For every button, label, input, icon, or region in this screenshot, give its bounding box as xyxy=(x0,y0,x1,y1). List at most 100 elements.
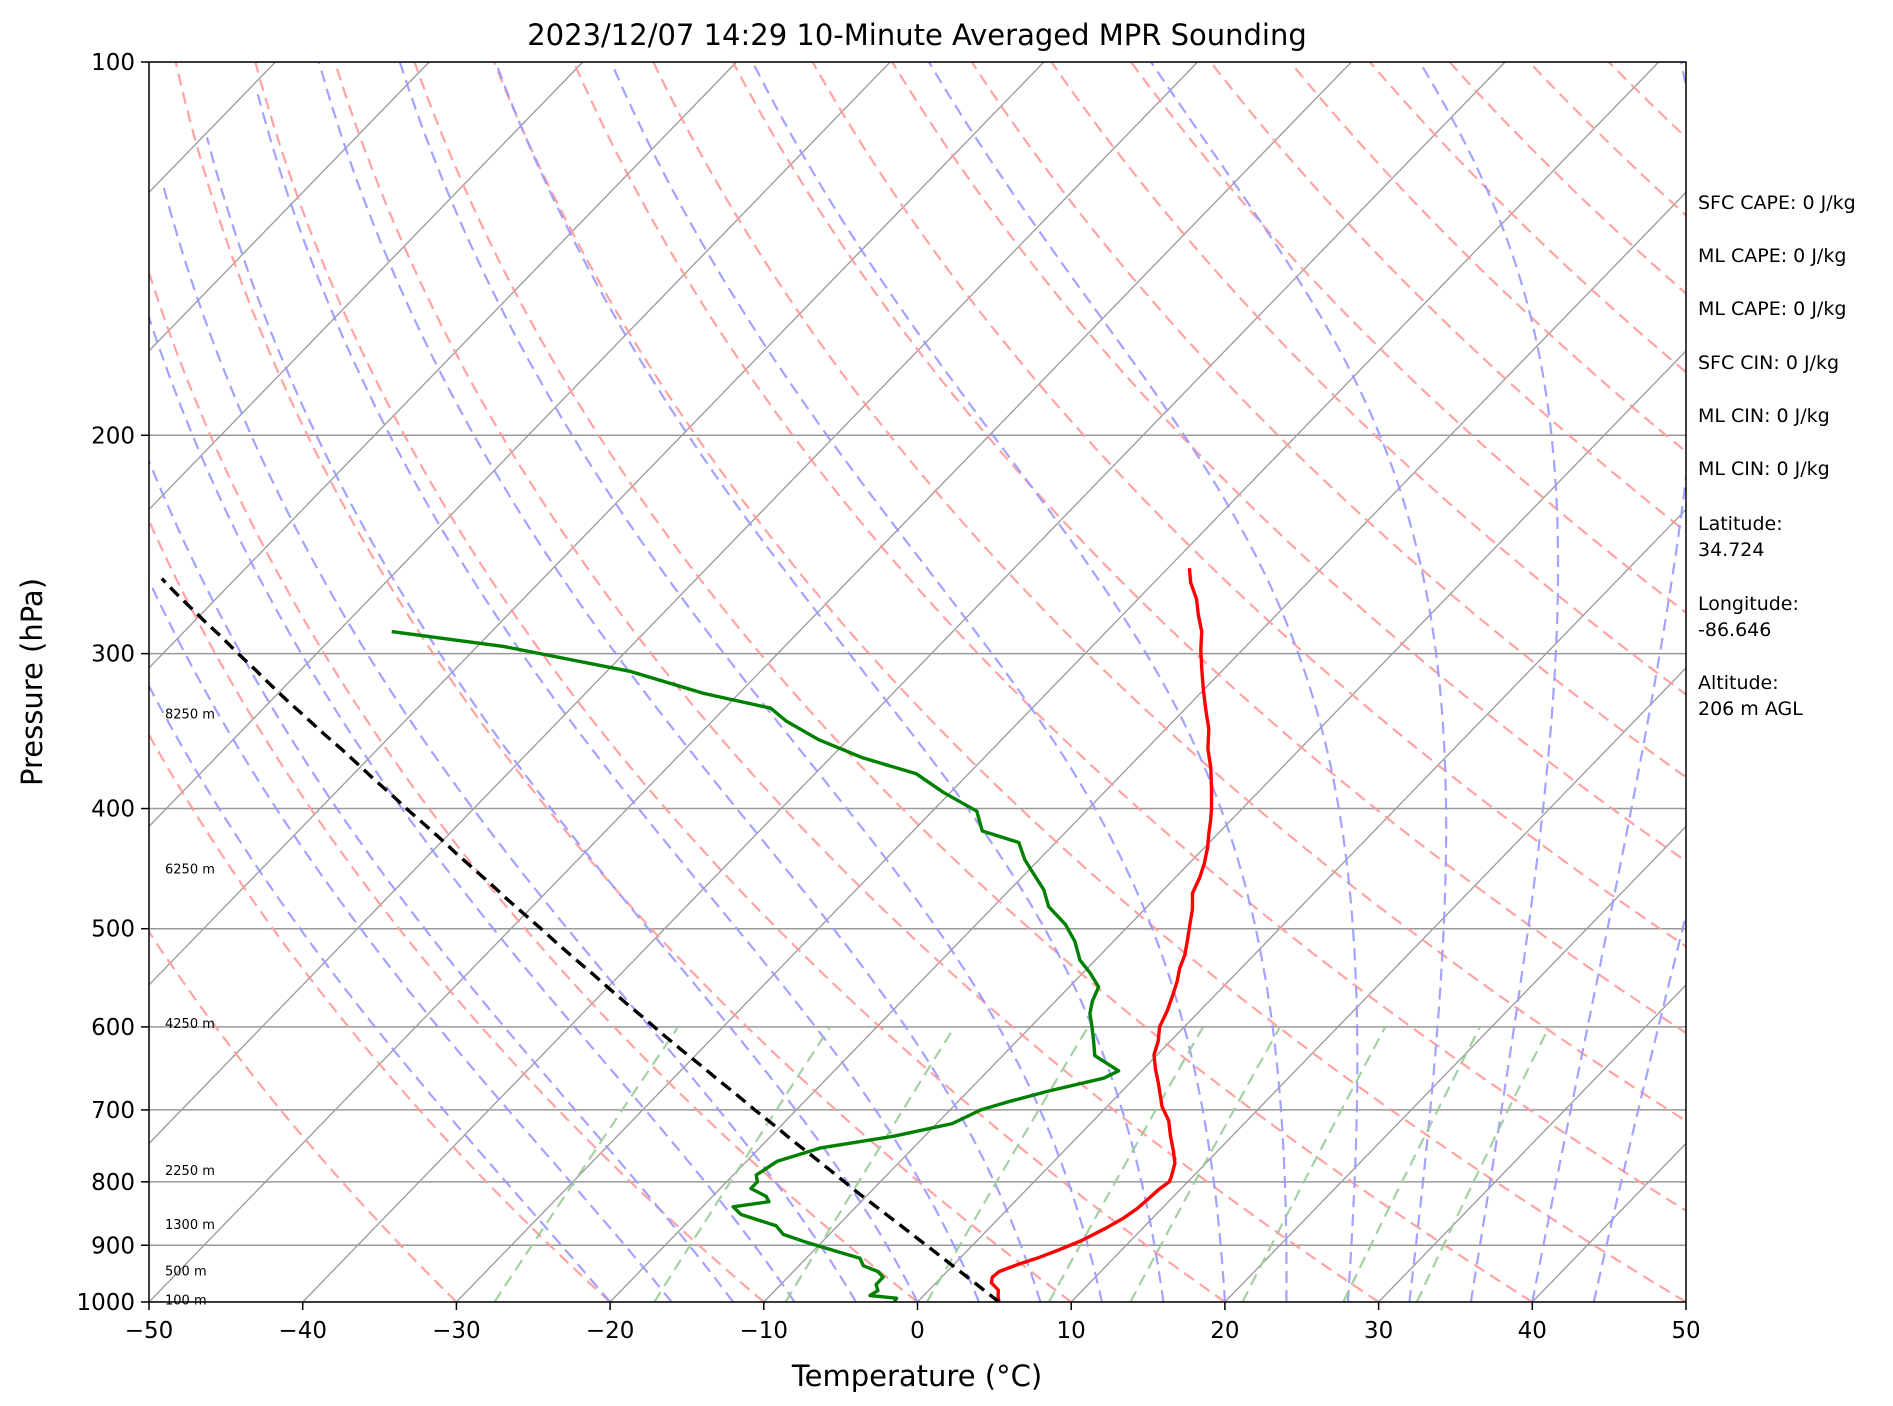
y-tick-label: 200 xyxy=(91,423,135,449)
x-tick-label: 30 xyxy=(1364,1318,1393,1344)
ml-cin-text: ML CIN: 0 J/kg xyxy=(1698,405,1830,427)
height-marker-label: 100 m xyxy=(165,1293,207,1308)
y-tick-label: 800 xyxy=(91,1170,135,1196)
moist-adiabat-line xyxy=(1150,62,1448,1302)
x-tick-label: −20 xyxy=(586,1318,635,1344)
moist-adiabat-line xyxy=(255,88,981,1302)
plot-frame xyxy=(148,61,1687,1303)
x-tick-label: 40 xyxy=(1518,1318,1547,1344)
latitude-value: 34.724 xyxy=(1698,539,1764,561)
altitude-value: 206 m AGL xyxy=(1698,698,1803,720)
dry-adiabat-line xyxy=(149,732,611,1302)
y-tick-label: 400 xyxy=(91,797,135,823)
side-panel: SFC CAPE: 0 J/kg ML CAPE: 0 J/kg ML CAPE… xyxy=(1698,192,1856,720)
height-marker-label: 2250 m xyxy=(165,1164,215,1179)
isotherm-line xyxy=(1070,666,1686,1302)
moist-adiabat-line xyxy=(149,313,796,1302)
ml-cin-text-2: ML CIN: 0 J/kg xyxy=(1698,458,1830,480)
x-tick-label: 20 xyxy=(1210,1318,1239,1344)
isotherm-line xyxy=(455,62,1660,1302)
isotherm-line xyxy=(149,62,891,828)
y-tick-label: 500 xyxy=(91,917,135,943)
dry-adiabat-line xyxy=(333,62,1380,1302)
dry-adiabat-line xyxy=(891,62,1686,863)
isotherm-line xyxy=(149,62,737,669)
moist-adiabat-line xyxy=(149,578,673,1302)
isotherm-line xyxy=(149,62,1352,1302)
altitude-label: Altitude: xyxy=(1698,672,1779,694)
mixing-ratio-line xyxy=(1342,1026,1481,1302)
dry-adiabat-line xyxy=(493,62,1686,1302)
mixing-ratio-line xyxy=(653,1026,831,1302)
dry-adiabat-line xyxy=(1848,62,1893,1302)
dry-adiabat-line xyxy=(732,62,1686,1035)
isotherm-line xyxy=(149,62,430,352)
ml-cape-text-2: ML CAPE: 0 J/kg xyxy=(1698,298,1846,320)
moist-adiabat-line xyxy=(494,62,1165,1302)
moist-adiabat-line xyxy=(149,458,734,1302)
axis-ticks: −50 −40 −30 −20 −10 0 10 20 30 40 50 100 200 300 400 50… xyxy=(76,50,1700,1344)
y-tick-label: 1000 xyxy=(76,1290,135,1316)
longitude-label: Longitude: xyxy=(1698,593,1799,615)
x-tick-label: 0 xyxy=(910,1318,925,1344)
mixing-ratio-line xyxy=(1129,1026,1281,1302)
dry-adiabat-line xyxy=(1368,62,1686,374)
dry-adiabat-line xyxy=(1050,62,1686,696)
mixing-ratio-line xyxy=(1415,1026,1550,1302)
moist-adiabat-line xyxy=(927,62,1359,1302)
dry-adiabat-line xyxy=(811,62,1686,948)
isotherm-line xyxy=(149,62,584,511)
dry-adiabat-line xyxy=(254,62,1226,1302)
mixing-ratio-line xyxy=(1047,1026,1205,1302)
x-tick-label: −50 xyxy=(125,1318,174,1344)
isotherm-line xyxy=(149,62,1045,986)
isotherm-line xyxy=(1840,62,1893,1302)
moist-adiabat-line xyxy=(205,137,919,1302)
y-tick-label: 600 xyxy=(91,1015,135,1041)
moist-adiabat-line xyxy=(317,62,1042,1302)
isotherm-line xyxy=(149,62,1199,1145)
background-lines xyxy=(149,62,1893,1302)
moist-adiabat-line xyxy=(161,181,857,1302)
isotherm-line xyxy=(609,191,1686,1302)
sfc-cin-text: SFC CIN: 0 J/kg xyxy=(1698,352,1839,374)
height-marker-label: 6250 m xyxy=(165,863,215,878)
moist-adiabat-line xyxy=(398,62,1103,1302)
mixing-ratio-line xyxy=(1241,1026,1387,1302)
moist-adiabat-line xyxy=(610,62,1226,1302)
parcel-profile-line xyxy=(160,577,1001,1302)
isotherm-line xyxy=(1378,984,1686,1302)
temperature-profile-line xyxy=(989,568,1214,1302)
dry-adiabat-line xyxy=(149,518,765,1302)
longitude-value: -86.646 xyxy=(1698,619,1771,641)
mixing-ratio-line xyxy=(493,1026,680,1302)
height-marker-label: 8250 m xyxy=(165,708,215,723)
moist-adiabat-line xyxy=(1531,62,1686,1302)
mixing-ratio-line xyxy=(784,1026,956,1302)
latitude-label: Latitude: xyxy=(1698,513,1783,535)
x-axis-label: Temperature (°C) xyxy=(791,1359,1042,1393)
height-marker-label: 1300 m xyxy=(165,1218,215,1233)
isotherm-line xyxy=(302,62,1506,1302)
y-tick-label: 100 xyxy=(91,50,135,76)
y-tick-label: 900 xyxy=(91,1233,135,1259)
y-axis-label: Pressure (hPa) xyxy=(15,578,49,786)
moist-adiabat-line xyxy=(149,683,611,1302)
chart-title: 2023/12/07 14:29 10-Minute Averaged MPR … xyxy=(527,18,1307,52)
moist-adiabat-line xyxy=(1592,910,1686,1302)
ml-cape-text: ML CAPE: 0 J/kg xyxy=(1698,245,1846,267)
x-tick-label: −10 xyxy=(740,1318,789,1344)
isotherm-line xyxy=(763,349,1686,1302)
x-tick-label: −40 xyxy=(278,1318,327,1344)
height-marker-label: 4250 m xyxy=(165,1017,215,1032)
data-lines xyxy=(160,568,1214,1302)
dry-adiabat-line xyxy=(572,62,1686,1212)
mixing-ratio-line xyxy=(925,1026,1089,1302)
dry-adiabat-line xyxy=(652,62,1686,1123)
y-tick-label: 700 xyxy=(91,1098,135,1124)
sfc-cape-text: SFC CAPE: 0 J/kg xyxy=(1698,192,1856,214)
moist-adiabat-line xyxy=(751,62,1288,1302)
height-labels: 100 m 500 m 1300 m 2250 m 4250 m 6250 m 8250 m xyxy=(165,708,215,1309)
